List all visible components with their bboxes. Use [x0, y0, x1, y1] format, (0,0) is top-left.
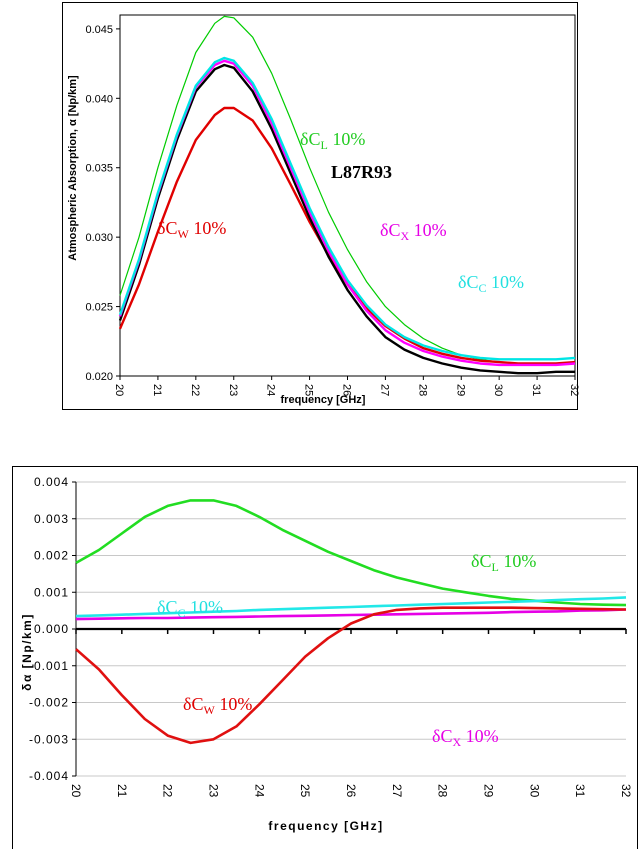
delta-label-cl: δCL 10% — [471, 551, 536, 574]
x-tick-label: 25 — [303, 384, 315, 396]
series-label-l87r93: L87R93 — [331, 162, 392, 182]
x-tick-label: 28 — [436, 784, 450, 798]
x-tick-label: 22 — [189, 384, 201, 396]
x-tick-label: 23 — [207, 784, 221, 798]
x-tick-label: 26 — [341, 384, 353, 396]
y-axis-label: Atmospheric Absorption, α [Np/km] — [67, 75, 79, 261]
series-label-cc: δCC 10% — [458, 272, 524, 295]
y-tick-label: -0.001 — [29, 659, 69, 673]
x-tick-label: 27 — [390, 784, 404, 798]
plot-area — [119, 14, 576, 377]
y-axis-label-delta: δα [Np/km] — [20, 613, 34, 691]
y-tick-label: 0.030 — [85, 232, 113, 244]
series-line-dc-c-10 — [118, 56, 576, 361]
chart-panel-delta-alpha — [12, 466, 638, 849]
x-tick-label: 31 — [530, 384, 542, 396]
x-tick-label: 31 — [573, 784, 587, 798]
y-tick-label: 0.035 — [85, 163, 113, 175]
x-tick-label: 29 — [454, 384, 466, 396]
y-tick-label: 0.045 — [85, 24, 113, 36]
x-tick-label: 30 — [527, 784, 541, 798]
x-axis-label: frequency [GHz] — [281, 394, 366, 406]
x-tick-label: 32 — [619, 784, 633, 798]
series-label-cx: δCX 10% — [380, 220, 447, 243]
y-tick-label: 0.001 — [34, 585, 69, 599]
y-tick-label: -0.003 — [29, 732, 69, 746]
delta-label-cx: δCX 10% — [432, 726, 499, 749]
x-tick-label: 22 — [161, 784, 175, 798]
y-tick-label: -0.002 — [29, 696, 69, 710]
y-tick-label: -0.004 — [29, 769, 69, 783]
delta-series-line-dc-l-10 — [75, 499, 627, 607]
x-tick-label: 24 — [265, 384, 277, 396]
x-tick-label: 30 — [492, 384, 504, 396]
x-tick-label: 21 — [115, 784, 129, 798]
series-line-l87r93 — [118, 63, 575, 375]
x-tick-label: 29 — [482, 784, 496, 798]
x-axis-label-delta: frequency [GHz] — [268, 819, 383, 833]
delta-label-cw: δCW 10% — [183, 694, 252, 717]
x-tick-label: 25 — [298, 784, 312, 798]
y-tick-label: 0.020 — [85, 371, 113, 383]
y-tick-label: 0.004 — [34, 475, 69, 489]
x-tick-label: 24 — [252, 784, 266, 798]
x-tick-label: 23 — [227, 384, 239, 396]
y-tick-label: 0.040 — [85, 93, 113, 105]
x-tick-label: 26 — [344, 784, 358, 798]
series-label-cl: δCL 10% — [300, 129, 365, 152]
x-tick-label: 21 — [151, 384, 163, 396]
delta-label-cc: δCC 10% — [157, 597, 223, 620]
x-tick-label: 27 — [378, 384, 390, 396]
delta-series-line-dc-x-10 — [75, 608, 627, 621]
y-tick-label: 0.003 — [34, 512, 69, 526]
x-tick-label: 20 — [69, 784, 83, 798]
y-tick-label: 0.000 — [34, 622, 69, 636]
series-line-dc-l-10 — [119, 15, 575, 365]
series-label-cw: δCW 10% — [157, 218, 226, 241]
y-tick-label: 0.002 — [34, 549, 69, 563]
x-tick-label: 28 — [416, 384, 428, 396]
y-tick-label: 0.025 — [85, 302, 113, 314]
x-tick-label: 32 — [568, 384, 580, 396]
delta-series-line-dc-w-10 — [75, 606, 627, 745]
delta-series-line-dc-c-10 — [75, 596, 627, 618]
x-tick-label: 20 — [113, 384, 125, 396]
